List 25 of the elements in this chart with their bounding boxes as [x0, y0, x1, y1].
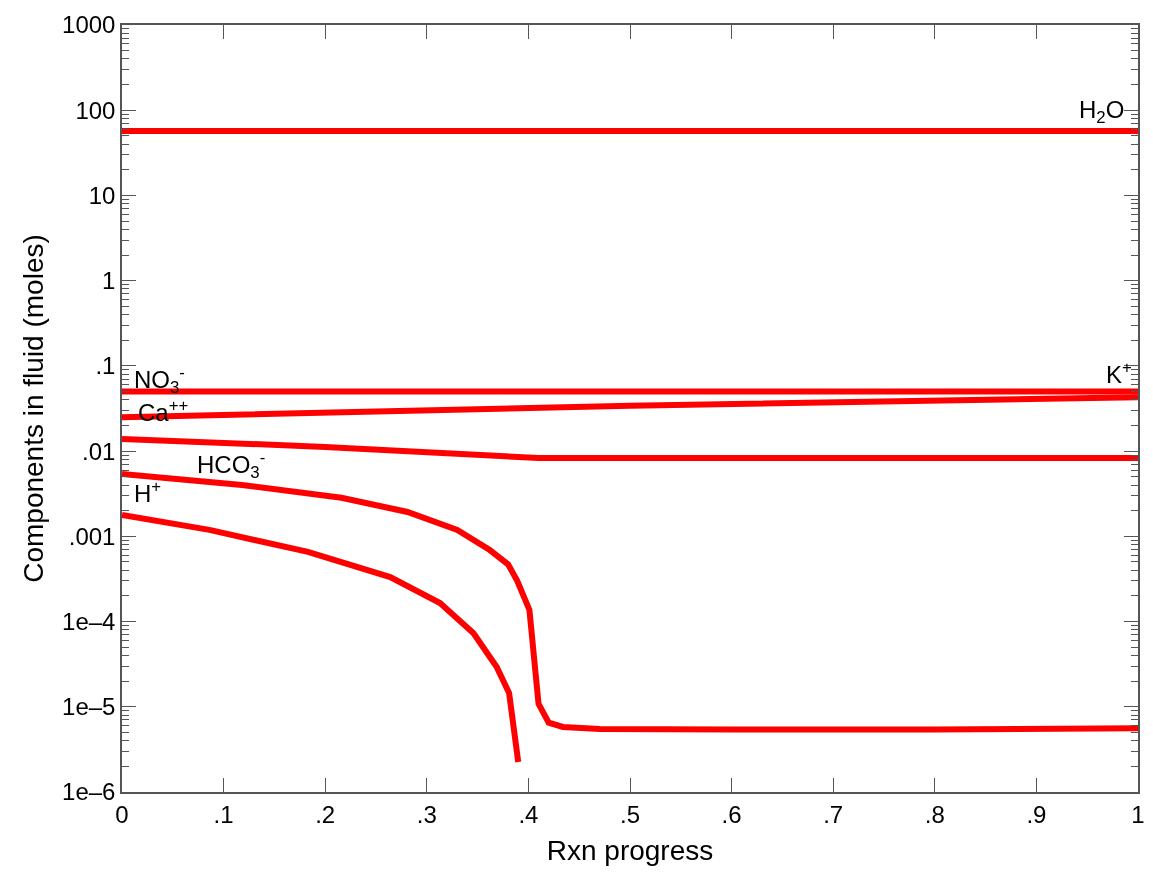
x-tick-label: .2 [315, 800, 336, 828]
x-axis-title: Rxn progress [546, 835, 714, 867]
x-tick-label: .8 [924, 800, 945, 828]
annotation: H$^{+}$ [134, 477, 162, 508]
x-tick-label: .4 [518, 800, 539, 828]
y-tick-label: 100 [75, 96, 116, 124]
x-tick-label: .9 [1026, 800, 1047, 828]
y-axis-title: Components in fluid (moles) [18, 234, 50, 583]
x-tick-label: .6 [721, 800, 742, 828]
x-tick-label: .7 [823, 800, 844, 828]
x-tick-label: 1 [1131, 800, 1145, 828]
y-tick-label: 10 [88, 181, 116, 209]
annotation: H$_{2}$O [1079, 96, 1125, 128]
y-tick-label: .001 [68, 522, 116, 550]
y-tick-label: 1e–5 [62, 693, 116, 721]
y-tick-label: 1e–4 [62, 607, 116, 635]
x-tick-label: .3 [416, 800, 437, 828]
x-tick-label: .5 [619, 800, 641, 828]
y-tick-label: 1 [102, 267, 116, 295]
y-tick-label: 1000 [62, 11, 116, 39]
x-tick-label: .1 [213, 800, 234, 828]
y-tick-label: .01 [82, 437, 116, 465]
x-tick-label: 0 [115, 800, 129, 828]
y-tick-label: 1e–6 [62, 778, 116, 806]
y-tick-label: .1 [95, 352, 116, 380]
